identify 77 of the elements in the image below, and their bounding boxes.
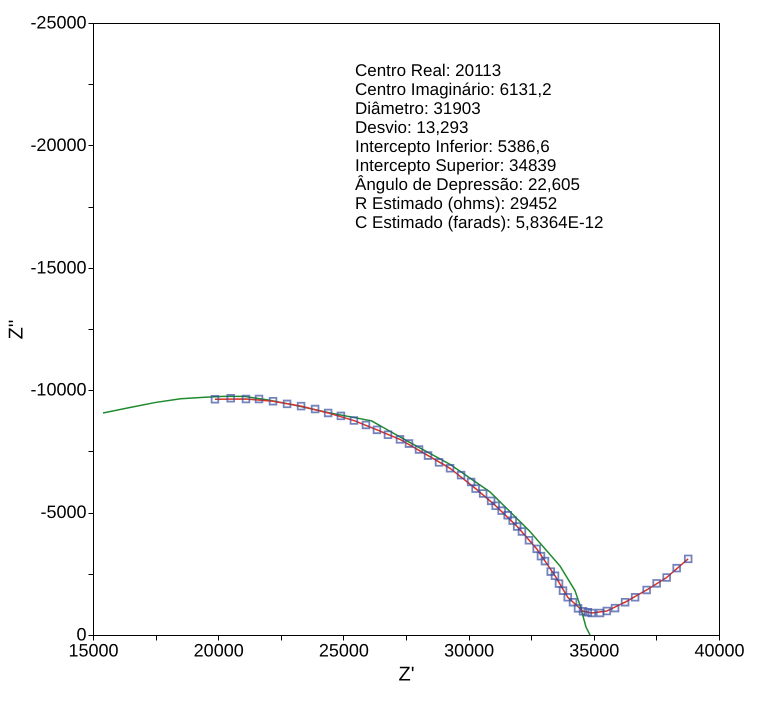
annotation: R Estimado (ohms): 29452 [355, 194, 558, 213]
point [486, 496, 496, 506]
point [642, 586, 651, 594]
x-tick-label: 30000 [444, 640, 494, 660]
point [588, 608, 596, 618]
point [550, 572, 560, 580]
point [282, 400, 292, 408]
x-tick-label: 40000 [694, 640, 745, 660]
y-axis-title: Z'' [5, 320, 28, 340]
annotation: Diâmetro: 31903 [355, 99, 481, 118]
point [350, 416, 358, 425]
point [524, 536, 534, 545]
point [384, 430, 392, 440]
x-tick-label: 20000 [194, 640, 244, 660]
point [568, 598, 578, 606]
point [602, 606, 612, 616]
point [268, 396, 278, 406]
point [503, 511, 512, 520]
point [446, 464, 454, 473]
x-axis-title: Z' [398, 664, 415, 686]
point [540, 556, 550, 566]
point [554, 579, 564, 588]
point [662, 573, 671, 582]
point [424, 451, 432, 460]
x-tick-label: 25000 [318, 640, 369, 660]
point [620, 598, 630, 606]
point [491, 501, 500, 510]
point [456, 470, 466, 480]
point [652, 579, 661, 588]
point [254, 394, 264, 404]
point [324, 408, 332, 418]
point [210, 395, 220, 404]
point [336, 412, 346, 420]
point [396, 435, 404, 444]
point [684, 554, 692, 564]
point [372, 426, 382, 434]
annotation: Centro Real: 20113 [355, 61, 502, 80]
point [558, 586, 568, 595]
point [508, 516, 517, 525]
point [434, 458, 444, 467]
y-tick-label: -5000 [40, 502, 86, 522]
point [546, 567, 555, 576]
point [512, 522, 522, 531]
x-tick-label: 35000 [569, 640, 620, 660]
point [532, 544, 541, 554]
point [672, 564, 681, 572]
point [536, 552, 546, 560]
point [226, 394, 235, 403]
y-tick-label: -20000 [30, 134, 86, 155]
annotation: Centro Imaginário: 6131,2 [355, 80, 552, 99]
y-tick-label: -25000 [30, 12, 86, 32]
point [518, 527, 526, 536]
point [242, 394, 250, 404]
line-series [102, 396, 591, 636]
annotation: Desvio: 13,293 [355, 118, 468, 137]
point [414, 445, 424, 454]
point [466, 478, 476, 486]
annotation: C Estimado (farads): 5,8364E-12 [355, 213, 604, 232]
point [578, 607, 588, 616]
annotation: Intercepto Inferior: 5386,6 [355, 137, 550, 156]
point [564, 593, 572, 602]
point [497, 506, 506, 515]
point [310, 404, 320, 414]
point [362, 420, 370, 430]
point [404, 439, 414, 448]
point [574, 604, 582, 613]
point [610, 604, 620, 612]
point [584, 608, 592, 616]
point [630, 593, 640, 602]
y-tick-label: -15000 [30, 257, 86, 278]
annotation: Ângulo de Depressão: 22,605 [355, 175, 580, 194]
point [596, 608, 604, 618]
point [471, 484, 480, 493]
y-tick-label: -10000 [30, 380, 86, 400]
point [478, 489, 488, 498]
point [296, 402, 306, 410]
annotation: Intercepto Superior: 34839 [355, 156, 556, 175]
